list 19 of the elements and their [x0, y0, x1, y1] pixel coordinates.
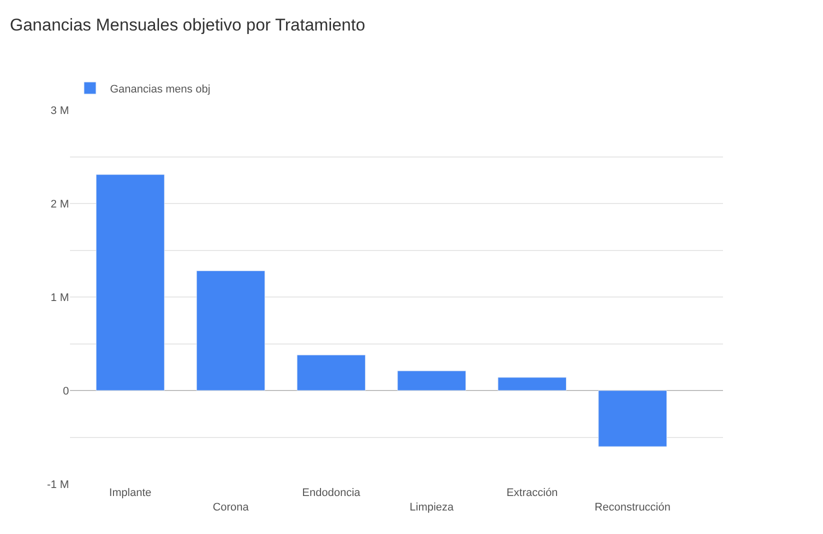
x-tick-label: Reconstrucción: [594, 501, 670, 514]
bar: [196, 270, 266, 391]
bar: [296, 354, 366, 391]
x-tick-label: Endodoncia: [302, 487, 362, 499]
y-tick-label: -1 M: [47, 478, 69, 491]
x-tick-label: Corona: [212, 501, 250, 514]
y-tick-label: 0: [62, 385, 69, 398]
x-tick-label: Extracción: [506, 487, 558, 499]
y-tick-label: 2 M: [50, 198, 69, 210]
legend-label: Ganancias mens obj: [110, 83, 210, 96]
x-tick-label: Implante: [109, 487, 152, 499]
y-tick-label: 3 M: [50, 104, 69, 117]
y-tick-label: 1 M: [50, 292, 69, 304]
bar: [96, 174, 165, 391]
chart-title: Ganancias Mensuales objetivo por Tratamiento: [10, 16, 366, 35]
bar: [498, 377, 567, 391]
bar: [397, 370, 466, 391]
x-tick-label: Limpieza: [410, 501, 455, 514]
bar: [598, 390, 667, 447]
